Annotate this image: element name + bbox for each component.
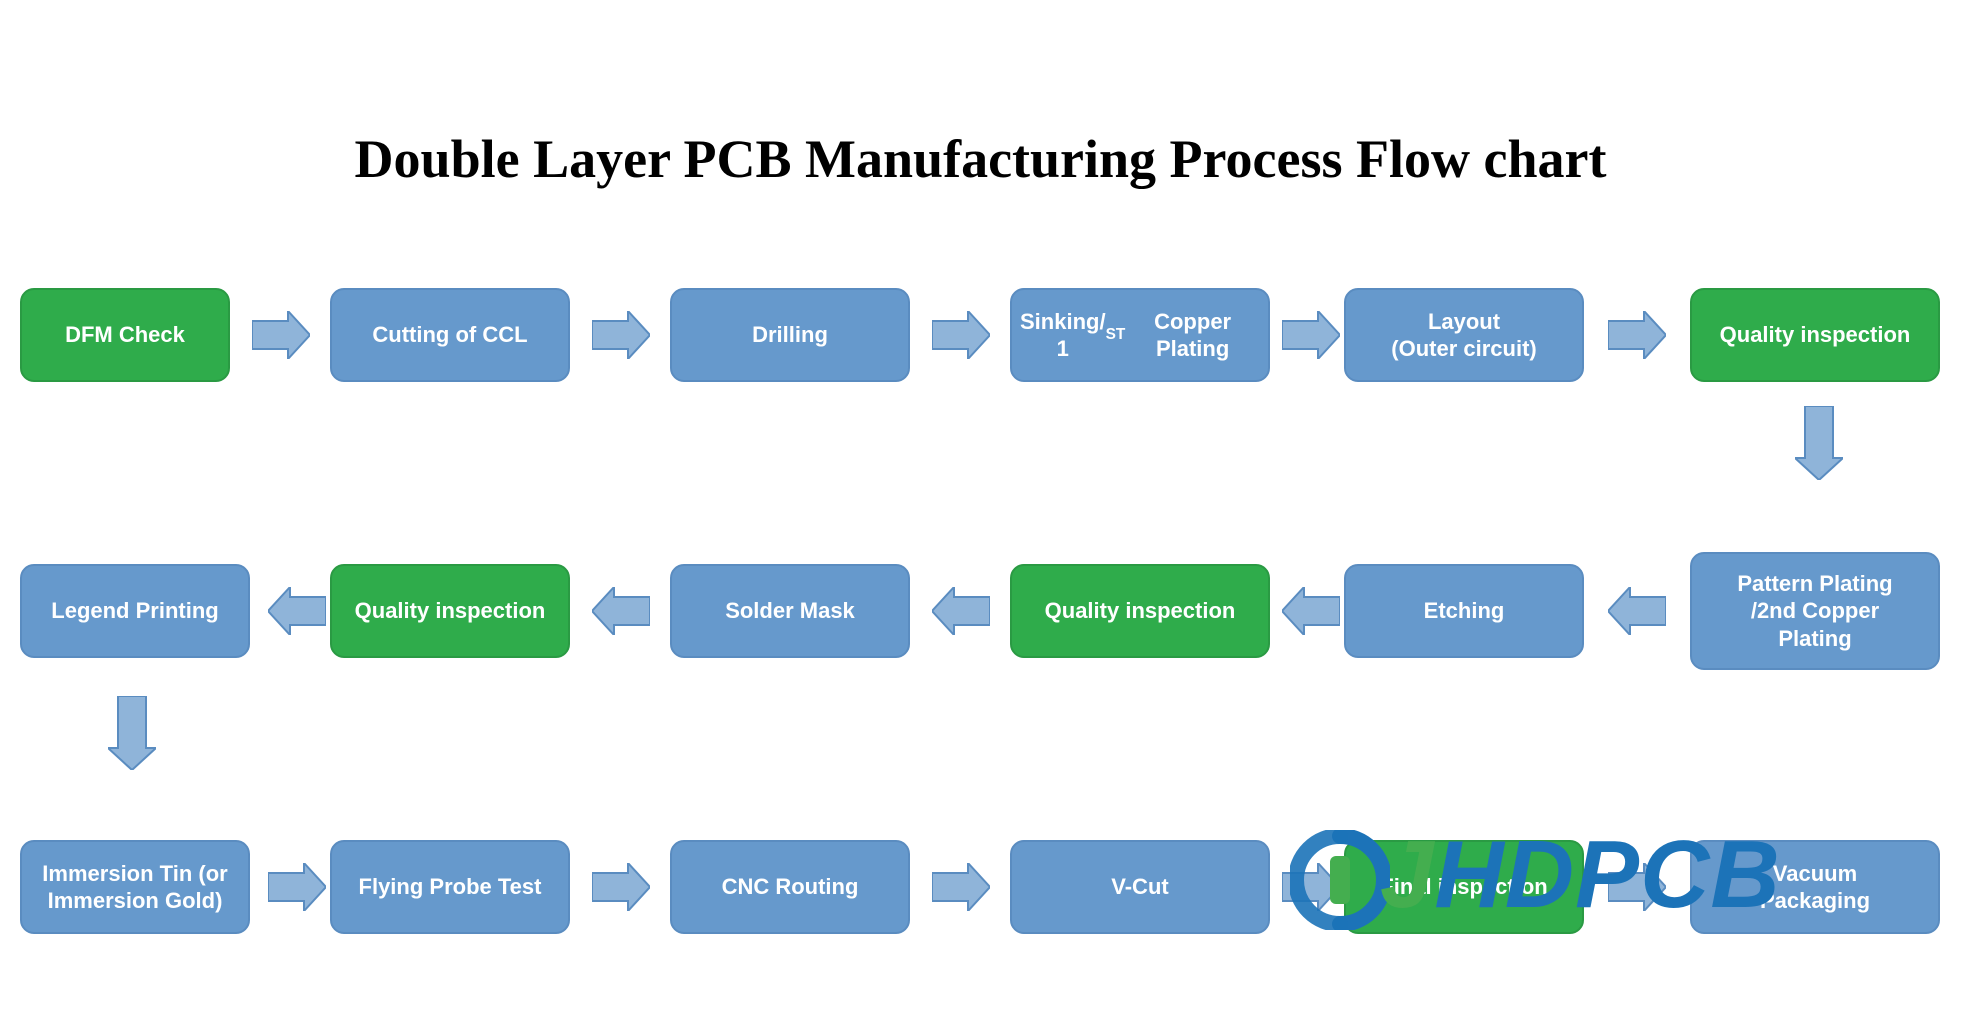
watermark-pcb: PCB <box>1575 821 1781 928</box>
watermark-hd: HD <box>1434 821 1575 928</box>
flow-arrow-6 <box>1795 406 1843 480</box>
flow-arrow-3 <box>932 311 990 359</box>
watermark-logo <box>1290 830 1390 930</box>
flow-arrow-10 <box>592 587 650 635</box>
flow-arrow-7 <box>1608 587 1666 635</box>
flow-node-n1: DFM Check <box>20 288 230 382</box>
flow-node-n16: V-Cut <box>1010 840 1270 934</box>
flow-arrow-1 <box>252 311 310 359</box>
flow-arrow-12 <box>108 696 156 770</box>
flow-node-n6: Quality inspection <box>1690 288 1940 382</box>
watermark-j: J <box>1380 821 1434 928</box>
flow-arrow-13 <box>268 863 326 911</box>
flow-node-n2: Cutting of CCL <box>330 288 570 382</box>
flow-node-n12: Legend Printing <box>20 564 250 658</box>
flow-node-n11: Quality inspection <box>330 564 570 658</box>
flow-node-n7: Pattern Plating/2nd CopperPlating <box>1690 552 1940 670</box>
chart-title: Double Layer PCB Manufacturing Process F… <box>0 128 1961 190</box>
flow-node-n9: Quality inspection <box>1010 564 1270 658</box>
flow-node-n4: Sinking/1ST Copper Plating <box>1010 288 1270 382</box>
flow-arrow-11 <box>268 587 326 635</box>
flow-node-n3: Drilling <box>670 288 910 382</box>
flow-arrow-8 <box>1282 587 1340 635</box>
flow-node-n14: Flying Probe Test <box>330 840 570 934</box>
flow-arrow-5 <box>1608 311 1666 359</box>
flow-node-n5: Layout(Outer circuit) <box>1344 288 1584 382</box>
flow-node-n13: Immersion Tin (orImmersion Gold) <box>20 840 250 934</box>
flow-arrow-14 <box>592 863 650 911</box>
watermark-text: JHDPCB <box>1380 820 1781 930</box>
flow-arrow-15 <box>932 863 990 911</box>
flow-arrow-2 <box>592 311 650 359</box>
flow-arrow-9 <box>932 587 990 635</box>
flow-node-n8: Etching <box>1344 564 1584 658</box>
flow-node-n10: Solder Mask <box>670 564 910 658</box>
flow-node-n15: CNC Routing <box>670 840 910 934</box>
flow-arrow-4 <box>1282 311 1340 359</box>
